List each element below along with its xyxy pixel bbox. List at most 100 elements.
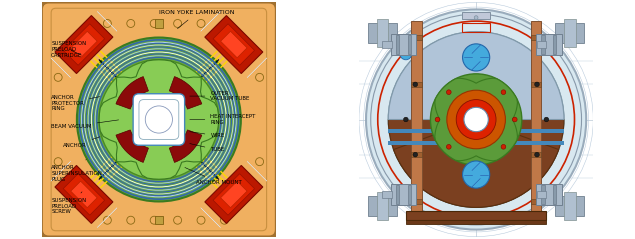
Circle shape	[544, 117, 549, 122]
Bar	[462, 12, 490, 19]
Text: WIRE: WIRE	[190, 132, 225, 138]
Polygon shape	[55, 165, 113, 223]
Bar	[531, 199, 541, 204]
Circle shape	[462, 161, 490, 188]
Bar	[537, 41, 546, 48]
Polygon shape	[70, 31, 97, 58]
FancyBboxPatch shape	[391, 184, 417, 205]
Circle shape	[447, 90, 505, 149]
Circle shape	[145, 106, 173, 133]
Text: SUSPENSION
PRELOAD
CARTRIDGE: SUSPENSION PRELOAD CARTRIDGE	[51, 41, 86, 58]
FancyBboxPatch shape	[555, 196, 584, 216]
Bar	[541, 185, 545, 204]
Circle shape	[220, 216, 229, 224]
Polygon shape	[220, 181, 247, 208]
Circle shape	[173, 20, 182, 27]
Polygon shape	[55, 16, 113, 74]
Circle shape	[535, 152, 539, 157]
Wedge shape	[170, 76, 202, 109]
Circle shape	[127, 20, 135, 27]
Polygon shape	[99, 60, 218, 179]
Bar	[531, 152, 541, 157]
Circle shape	[256, 158, 264, 166]
Circle shape	[400, 48, 411, 60]
Circle shape	[127, 216, 135, 224]
Circle shape	[366, 9, 586, 230]
Circle shape	[446, 90, 451, 94]
Circle shape	[173, 216, 182, 224]
Bar	[411, 199, 422, 204]
Circle shape	[388, 32, 564, 207]
Circle shape	[512, 117, 517, 122]
Text: TUBE: TUBE	[190, 144, 225, 152]
Text: SUSPENSION
PRELOAD
SCREW: SUSPENSION PRELOAD SCREW	[51, 192, 86, 214]
Text: ANCHOR
SUPERINSULATION
PLUG: ANCHOR SUPERINSULATION PLUG	[51, 159, 102, 182]
Bar	[411, 152, 422, 157]
FancyBboxPatch shape	[555, 23, 584, 43]
Bar	[396, 185, 399, 204]
Circle shape	[54, 73, 62, 81]
Polygon shape	[97, 11, 117, 31]
Bar	[564, 19, 576, 47]
Circle shape	[150, 20, 158, 27]
Circle shape	[197, 20, 205, 27]
Circle shape	[197, 216, 205, 224]
Wedge shape	[116, 130, 149, 163]
Text: BEAM VACUUM: BEAM VACUUM	[51, 120, 119, 129]
Bar	[382, 41, 392, 48]
Circle shape	[501, 145, 506, 149]
Circle shape	[54, 158, 62, 166]
Bar	[408, 185, 411, 204]
Circle shape	[104, 20, 111, 27]
Bar	[411, 35, 422, 40]
FancyBboxPatch shape	[133, 94, 185, 145]
Text: ANCHOR
PROTECTOR
RING: ANCHOR PROTECTOR RING	[51, 95, 100, 111]
Bar	[382, 191, 392, 198]
Polygon shape	[70, 181, 97, 208]
Polygon shape	[213, 174, 255, 215]
Bar	[388, 129, 564, 133]
Wedge shape	[116, 76, 149, 109]
FancyBboxPatch shape	[368, 23, 397, 43]
Bar	[531, 35, 541, 40]
Bar	[406, 219, 546, 224]
FancyBboxPatch shape	[391, 34, 417, 55]
Polygon shape	[220, 31, 247, 58]
Text: ANCHOR: ANCHOR	[63, 137, 100, 148]
Polygon shape	[64, 24, 105, 65]
Circle shape	[150, 216, 158, 224]
Bar	[377, 192, 388, 220]
Bar	[377, 19, 388, 47]
Bar	[155, 216, 163, 224]
Bar	[406, 211, 546, 220]
Circle shape	[413, 152, 418, 157]
Bar	[388, 141, 564, 145]
Circle shape	[256, 73, 264, 81]
Bar	[155, 19, 163, 28]
Bar	[537, 191, 546, 198]
Circle shape	[474, 16, 478, 20]
Circle shape	[431, 74, 522, 165]
Text: IRON YOKE LAMINATION: IRON YOKE LAMINATION	[159, 11, 234, 29]
Circle shape	[77, 38, 241, 201]
Circle shape	[446, 145, 451, 149]
Polygon shape	[97, 208, 117, 228]
Circle shape	[413, 82, 418, 87]
FancyBboxPatch shape	[536, 184, 561, 205]
Wedge shape	[170, 130, 202, 163]
Circle shape	[501, 90, 506, 94]
Polygon shape	[201, 11, 220, 31]
Wedge shape	[388, 120, 564, 207]
FancyBboxPatch shape	[536, 34, 561, 55]
Bar	[531, 21, 541, 218]
Bar	[411, 82, 422, 87]
Polygon shape	[205, 16, 263, 74]
Bar	[408, 35, 411, 54]
Wedge shape	[394, 120, 559, 207]
Polygon shape	[201, 208, 220, 228]
Circle shape	[435, 117, 440, 122]
Circle shape	[99, 60, 218, 179]
Bar	[531, 82, 541, 87]
Circle shape	[456, 100, 496, 139]
Bar	[553, 35, 556, 54]
